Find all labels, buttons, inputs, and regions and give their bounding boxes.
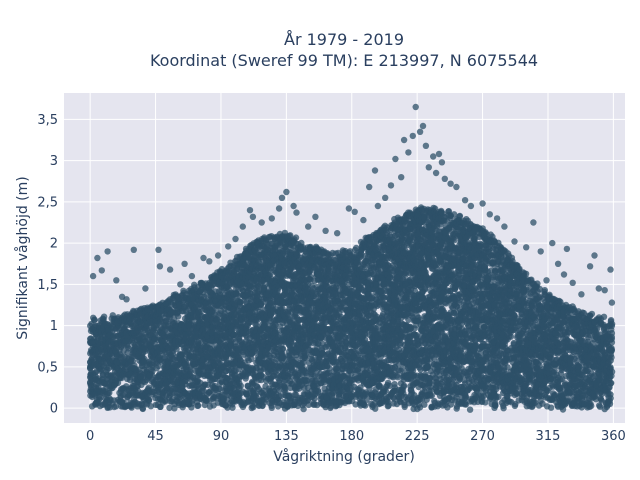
data-point	[237, 382, 244, 389]
data-point	[193, 333, 200, 340]
points-layer	[87, 103, 616, 413]
data-point	[145, 396, 152, 403]
data-point	[175, 313, 182, 320]
data-point	[112, 403, 120, 410]
data-point	[204, 353, 211, 360]
data-point	[147, 403, 155, 410]
data-point	[300, 405, 307, 413]
data-point	[197, 287, 204, 294]
data-point	[139, 405, 147, 413]
data-point	[279, 345, 287, 353]
data-point	[124, 349, 131, 356]
data-point	[216, 385, 224, 392]
data-point	[189, 317, 196, 324]
data-point	[141, 355, 148, 363]
data-point	[195, 338, 202, 346]
data-point	[118, 399, 126, 406]
data-point	[91, 317, 98, 324]
data-point	[188, 404, 195, 411]
data-point	[166, 404, 173, 412]
